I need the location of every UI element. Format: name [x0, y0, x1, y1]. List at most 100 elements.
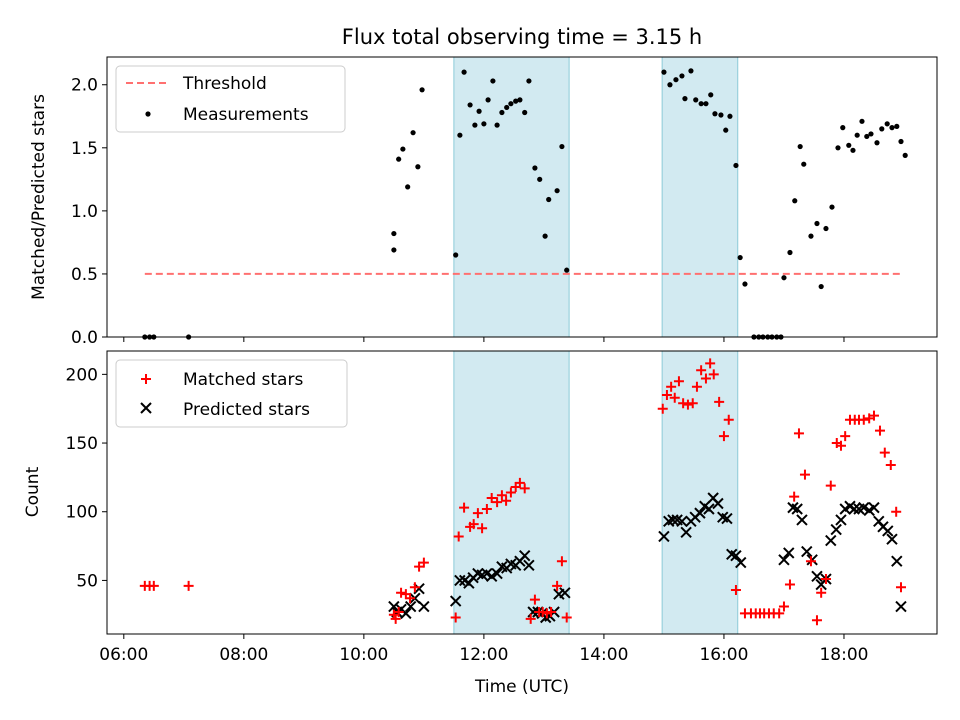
measurement-point	[879, 126, 885, 132]
matched-star-point	[700, 373, 711, 384]
measurement-point	[508, 101, 514, 107]
measurement-point	[864, 133, 870, 140]
measurement-point	[554, 188, 560, 194]
predicted-star-point	[703, 503, 715, 515]
measurement-point	[829, 204, 835, 210]
legend-measurements-label: Measurements	[183, 105, 309, 125]
predicted-star-point	[667, 514, 679, 526]
x-tick-label: 12:00	[459, 645, 508, 665]
predicted-star-point	[783, 547, 795, 559]
measurement-point	[801, 161, 807, 167]
legend-matched-label: Matched stars	[183, 370, 303, 390]
matched-star-point	[501, 495, 512, 506]
matched-star-point	[687, 398, 698, 409]
matched-star-point	[879, 447, 890, 458]
top-y-tick-label: 0.5	[71, 265, 98, 285]
measurement-point	[457, 132, 463, 138]
bottom-legend-box	[115, 359, 348, 428]
measurement-point	[522, 109, 528, 116]
matched-star-point	[682, 399, 693, 410]
matched-star-point	[496, 490, 507, 501]
matched-star-point	[730, 585, 741, 596]
predicted-star-point	[735, 556, 747, 569]
bottom-y-tick-label: 200	[66, 365, 98, 385]
measurement-point	[526, 78, 532, 84]
measurement-point	[727, 113, 733, 119]
matched-star-point	[552, 580, 563, 591]
matched-star-point	[661, 389, 672, 400]
measurement-point	[461, 69, 467, 75]
measurement-point	[559, 143, 565, 150]
predicted-star-point	[778, 554, 790, 566]
measurement-point	[564, 267, 570, 273]
matched-star-point	[418, 557, 429, 568]
measurement-point	[410, 130, 416, 136]
predicted-star-point	[676, 515, 688, 528]
measurement-point	[787, 249, 793, 256]
measurement-point	[419, 87, 425, 93]
legend-predicted-swatch	[140, 402, 152, 414]
matched-star-point	[390, 613, 401, 624]
predicted-star-point	[895, 600, 907, 613]
measurement-point	[537, 176, 543, 182]
top-shaded-interval-1	[661, 56, 739, 338]
matched-star-point	[519, 483, 530, 494]
measurement-point	[481, 121, 487, 127]
x-tick-label: 14:00	[579, 645, 628, 665]
matched-star-point	[561, 612, 572, 623]
measurement-point	[499, 109, 505, 116]
matched-star-point	[816, 587, 827, 598]
matched-star-point	[525, 613, 536, 624]
matched-star-point	[718, 431, 729, 442]
matched-star-point	[723, 414, 734, 425]
predicted-star-point	[400, 607, 412, 620]
x-tick-label: 16:00	[699, 645, 748, 665]
measurement-point	[742, 281, 748, 287]
predicted-star-point	[658, 530, 670, 543]
measurement-point	[453, 252, 459, 258]
matched-star-point	[529, 594, 540, 605]
predicted-star-point	[449, 595, 462, 607]
matched-star-point	[820, 574, 831, 585]
predicted-star-point	[730, 549, 742, 562]
top-shaded-interval-0	[453, 56, 570, 338]
matched-star-point	[825, 480, 836, 491]
predicted-star-point	[882, 525, 894, 537]
predicted-star-point	[388, 600, 400, 613]
measurement-point	[840, 125, 846, 131]
measurement-point	[874, 140, 880, 146]
predicted-star-point	[680, 526, 692, 539]
measurement-point	[835, 145, 841, 151]
predicted-star-point	[721, 512, 733, 525]
matched-star-point	[885, 460, 896, 471]
measurement-point	[854, 132, 860, 138]
matched-star-point	[492, 497, 503, 508]
bottom-y-axis-label: Count	[23, 466, 43, 517]
predicted-star-point	[801, 545, 813, 558]
measurement-point	[797, 143, 803, 150]
measurement-point	[898, 138, 904, 145]
matched-star-point	[696, 365, 707, 376]
predicted-star-point	[485, 570, 498, 583]
matched-star-point	[840, 431, 851, 442]
measurement-point	[673, 77, 679, 83]
measurement-point	[733, 162, 739, 169]
predicted-star-point	[559, 587, 571, 599]
bottom-shaded-interval-1	[661, 350, 739, 635]
measurement-point	[513, 98, 519, 104]
matched-star-point	[396, 587, 407, 598]
matched-star-point	[546, 607, 557, 618]
measurement-point	[472, 122, 478, 128]
matched-star-point	[714, 396, 725, 407]
measurement-point	[504, 104, 510, 111]
measurement-point	[467, 102, 473, 108]
top-y-tick-label: 1.0	[71, 202, 98, 222]
legend-predicted-label: Predicted stars	[183, 400, 310, 420]
bottom-axes-frame	[106, 350, 938, 635]
matched-star-point	[705, 358, 716, 369]
measurement-point	[781, 275, 787, 281]
measurement-points	[142, 68, 908, 340]
predicted-star-point	[454, 574, 466, 587]
measurement-point	[859, 118, 865, 124]
measurement-point	[814, 220, 820, 227]
